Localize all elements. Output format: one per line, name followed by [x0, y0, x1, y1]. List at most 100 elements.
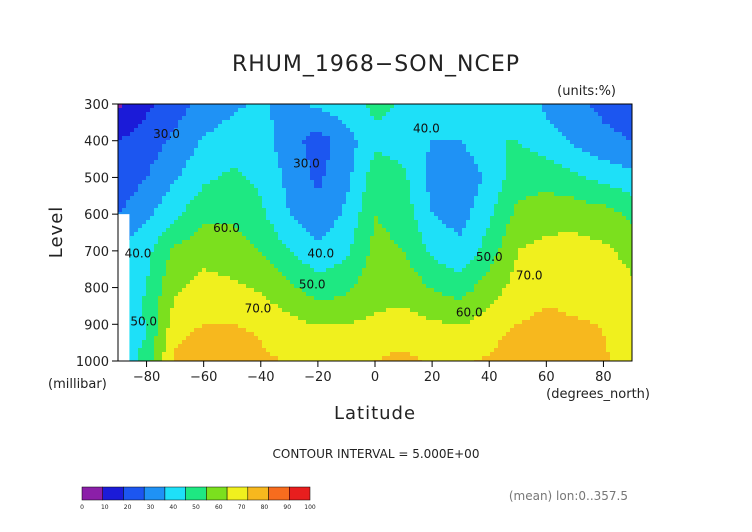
contour-cell	[474, 152, 479, 157]
contour-cell	[626, 108, 631, 113]
contour-cell	[618, 112, 623, 117]
contour-cell	[310, 196, 315, 201]
contour-cell	[250, 172, 255, 177]
contour-cell	[390, 120, 395, 125]
contour-cell	[282, 184, 287, 189]
contour-cell	[130, 104, 135, 109]
contour-cell	[322, 164, 327, 169]
contour-cell	[134, 168, 139, 173]
contour-cell	[374, 112, 379, 117]
contour-cell	[594, 236, 599, 241]
contour-cell	[182, 208, 187, 213]
contour-cell	[482, 188, 487, 193]
contour-cell	[526, 224, 531, 229]
contour-cell	[602, 204, 607, 209]
contour-cell	[362, 236, 367, 241]
contour-cell	[402, 236, 407, 241]
contour-cell	[554, 172, 559, 177]
contour-cell	[134, 244, 139, 249]
contour-cell	[538, 176, 543, 181]
contour-cell	[262, 252, 267, 257]
contour-cell	[258, 128, 263, 133]
contour-cell	[226, 252, 231, 257]
contour-cell	[310, 120, 315, 125]
contour-cell	[370, 188, 375, 193]
contour-cell	[498, 164, 503, 169]
contour-cell	[158, 136, 163, 141]
contour-cell	[578, 164, 583, 169]
contour-cell	[182, 124, 187, 129]
contour-cell	[482, 208, 487, 213]
contour-cell	[266, 208, 271, 213]
contour-cell	[542, 216, 547, 221]
contour-cell	[298, 184, 303, 189]
contour-cell	[178, 156, 183, 161]
contour-cell	[526, 132, 531, 137]
contour-cell	[342, 232, 347, 237]
contour-cell	[506, 132, 511, 137]
contour-cell	[162, 104, 167, 109]
contour-cell	[534, 192, 539, 197]
contour-cell	[278, 124, 283, 129]
contour-cell	[322, 116, 327, 121]
contour-cell	[622, 196, 627, 201]
contour-cell	[250, 124, 255, 129]
contour-cell	[326, 144, 331, 149]
contour-cell	[466, 240, 471, 245]
contour-cell	[278, 112, 283, 117]
contour-cell	[126, 120, 131, 125]
contour-cell	[430, 240, 435, 245]
contour-cell	[618, 236, 623, 241]
contour-cell	[202, 124, 207, 129]
contour-cell	[154, 152, 159, 157]
contour-cell	[426, 164, 431, 169]
contour-cell	[386, 184, 391, 189]
contour-cell	[606, 228, 611, 233]
contour-cell	[182, 240, 187, 245]
contour-cell	[186, 216, 191, 221]
contour-cell	[562, 220, 567, 225]
contour-cell	[186, 180, 191, 185]
contour-cell	[382, 176, 387, 181]
contour-cell	[354, 196, 359, 201]
contour-cell	[206, 220, 211, 225]
contour-cell	[526, 180, 531, 185]
contour-cell	[578, 200, 583, 205]
contour-cell	[130, 120, 135, 125]
contour-cell	[554, 124, 559, 129]
contour-cell	[130, 192, 135, 197]
contour-cell	[486, 240, 491, 245]
contour-cell	[582, 184, 587, 189]
contour-cell	[346, 216, 351, 221]
contour-cell	[470, 112, 475, 117]
contour-cell	[266, 120, 271, 125]
contour-cell	[582, 212, 587, 217]
contour-cell	[554, 208, 559, 213]
contour-cell	[618, 120, 623, 125]
contour-cell	[182, 252, 187, 257]
contour-cell	[310, 200, 315, 205]
contour-cell	[422, 188, 427, 193]
contour-cell	[254, 108, 259, 113]
contour-cell	[566, 128, 571, 133]
contour-cell	[486, 116, 491, 121]
contour-cell	[462, 176, 467, 181]
contour-cell	[198, 220, 203, 225]
contour-cell	[230, 180, 235, 185]
contour-cell	[622, 112, 627, 117]
contour-cell	[170, 168, 175, 173]
contour-cell	[342, 240, 347, 245]
contour-cell	[478, 232, 483, 237]
contour-cell	[430, 252, 435, 257]
contour-cell	[286, 108, 291, 113]
contour-cell	[182, 136, 187, 141]
contour-cell	[450, 212, 455, 217]
contour-cell	[590, 108, 595, 113]
contour-cell	[382, 104, 387, 109]
contour-cell	[450, 228, 455, 233]
contour-cell	[558, 252, 563, 257]
contour-cell	[486, 252, 491, 257]
contour-cell	[466, 256, 471, 261]
contour-cell	[514, 112, 519, 117]
contour-cell	[370, 168, 375, 173]
